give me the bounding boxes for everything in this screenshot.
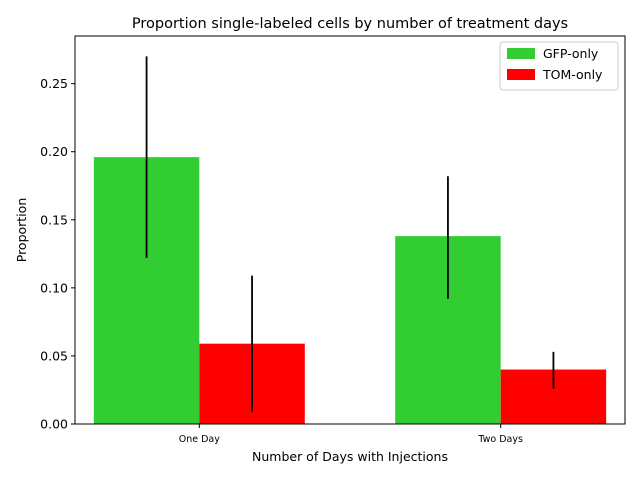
y-tick-label: 0.05 xyxy=(40,348,68,363)
legend-label-gfp-only: GFP-only xyxy=(543,46,599,61)
plot-frame xyxy=(74,35,626,425)
legend-label-tom-only: TOM-only xyxy=(542,67,603,82)
y-tick-label: 0.10 xyxy=(40,280,68,295)
y-axis-label: Proportion xyxy=(14,198,29,263)
y-tick-label: 0.20 xyxy=(40,144,68,159)
legend-swatch-tom-only xyxy=(507,69,535,80)
chart-title: Proportion single-labeled cells by numbe… xyxy=(132,16,568,32)
legend-swatch-gfp-only xyxy=(507,48,535,59)
y-tick-label: 0.00 xyxy=(40,417,68,432)
x-tick-label: Two Days xyxy=(477,434,523,445)
legend: GFP-only TOM-only xyxy=(499,41,619,91)
x-tick-label: One Day xyxy=(179,434,220,445)
y-tick-label: 0.15 xyxy=(40,212,68,227)
y-tick-label: 0.25 xyxy=(40,76,68,91)
x-axis-label: Number of Days with Injections xyxy=(252,449,448,464)
